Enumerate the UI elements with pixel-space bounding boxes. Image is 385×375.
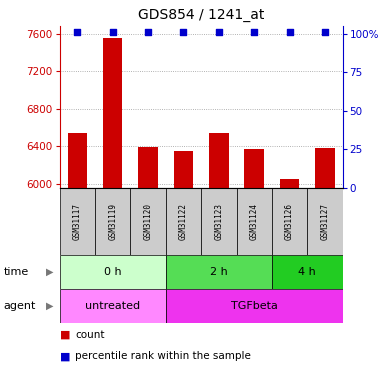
Point <box>216 29 222 35</box>
Point <box>145 29 151 35</box>
Bar <box>103 38 122 188</box>
Bar <box>244 148 264 188</box>
Text: GSM31119: GSM31119 <box>108 203 117 240</box>
Bar <box>272 188 307 255</box>
Bar <box>272 255 343 289</box>
Bar <box>315 148 335 188</box>
Text: ▶: ▶ <box>46 267 54 277</box>
Point <box>74 29 80 35</box>
Text: 4 h: 4 h <box>298 267 316 277</box>
Bar <box>95 188 131 255</box>
Text: count: count <box>75 330 105 340</box>
Point <box>251 29 257 35</box>
Point <box>181 29 187 35</box>
Text: ▶: ▶ <box>46 301 54 310</box>
Bar <box>60 188 95 255</box>
Bar <box>201 188 236 255</box>
Bar <box>307 188 343 255</box>
Text: GSM31120: GSM31120 <box>144 203 152 240</box>
Text: GSM31124: GSM31124 <box>250 203 259 240</box>
Point <box>286 29 293 35</box>
Text: GSM31127: GSM31127 <box>320 203 330 240</box>
Bar <box>60 255 166 289</box>
Bar <box>236 188 272 255</box>
Text: ■: ■ <box>60 330 70 340</box>
Bar <box>174 151 193 188</box>
Bar <box>68 133 87 188</box>
Text: percentile rank within the sample: percentile rank within the sample <box>75 351 251 361</box>
Text: GSM31126: GSM31126 <box>285 203 294 240</box>
Text: time: time <box>4 267 29 277</box>
Bar <box>209 133 229 188</box>
Text: GSM31122: GSM31122 <box>179 203 188 240</box>
Point <box>110 29 116 35</box>
Bar <box>60 289 166 322</box>
Bar <box>138 147 158 188</box>
Text: 2 h: 2 h <box>210 267 228 277</box>
Text: 0 h: 0 h <box>104 267 122 277</box>
Point <box>322 29 328 35</box>
Bar <box>166 255 272 289</box>
Text: ■: ■ <box>60 351 70 361</box>
Text: GSM31123: GSM31123 <box>214 203 223 240</box>
Text: TGFbeta: TGFbeta <box>231 301 278 310</box>
Bar <box>166 289 343 322</box>
Bar <box>280 179 299 188</box>
Text: agent: agent <box>4 301 36 310</box>
Text: untreated: untreated <box>85 301 140 310</box>
Title: GDS854 / 1241_at: GDS854 / 1241_at <box>138 9 264 22</box>
Text: GSM31117: GSM31117 <box>73 203 82 240</box>
Bar <box>131 188 166 255</box>
Bar <box>166 188 201 255</box>
